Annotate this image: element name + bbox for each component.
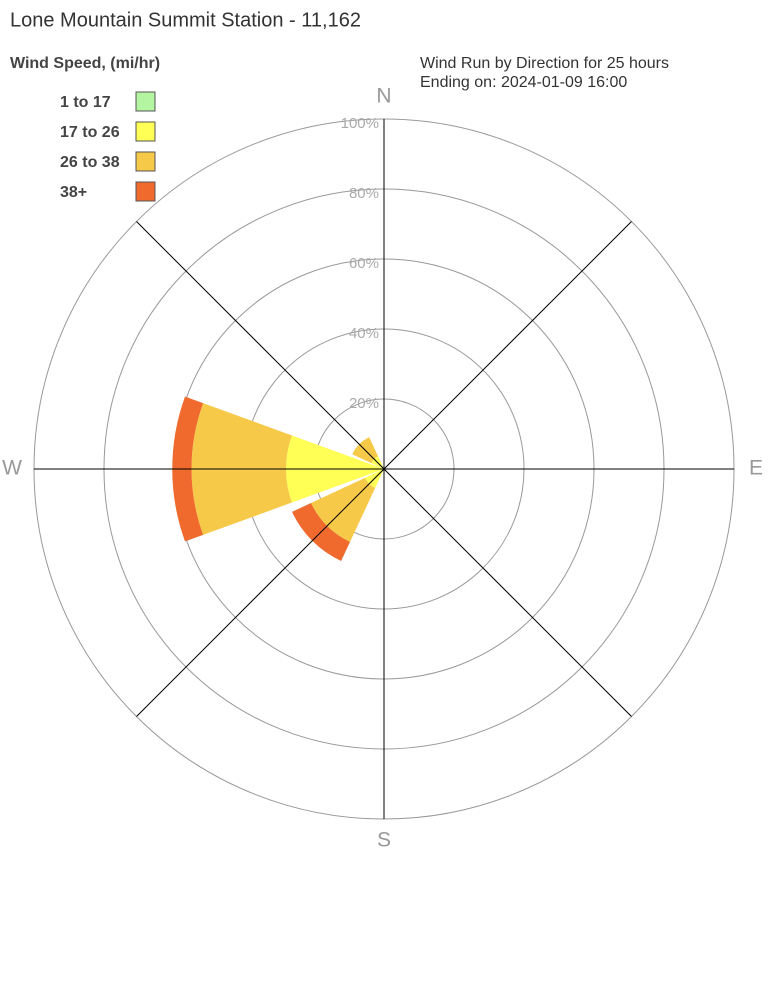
- r-tick-label: 80%: [349, 185, 379, 202]
- legend-label: 38+: [60, 184, 87, 201]
- compass-label: S: [377, 829, 391, 852]
- legend-title: Wind Speed, (mi/hr): [10, 55, 160, 72]
- legend-swatch: [135, 181, 156, 202]
- compass-label: E: [749, 457, 763, 480]
- legend-swatch: [135, 151, 156, 172]
- legend-label: 26 to 38: [60, 154, 120, 171]
- subtitle: Wind Run by Direction for 25 hours: [420, 55, 669, 72]
- legend-swatch: [135, 91, 156, 112]
- r-tick-label: 20%: [349, 395, 379, 412]
- r-tick-label: 40%: [349, 325, 379, 342]
- chart-title: Lone Mountain Summit Station - 11,162: [10, 9, 361, 31]
- r-tick-label: 60%: [349, 255, 379, 272]
- legend-label: 1 to 17: [60, 94, 111, 111]
- legend-label: 17 to 26: [60, 124, 120, 141]
- spoke: [136, 221, 632, 717]
- legend-swatch: [135, 121, 156, 142]
- compass-label: N: [376, 85, 391, 108]
- compass-label: W: [2, 457, 22, 480]
- r-tick-label: 100%: [341, 115, 379, 132]
- subtitle: Ending on: 2024-01-09 16:00: [420, 74, 627, 91]
